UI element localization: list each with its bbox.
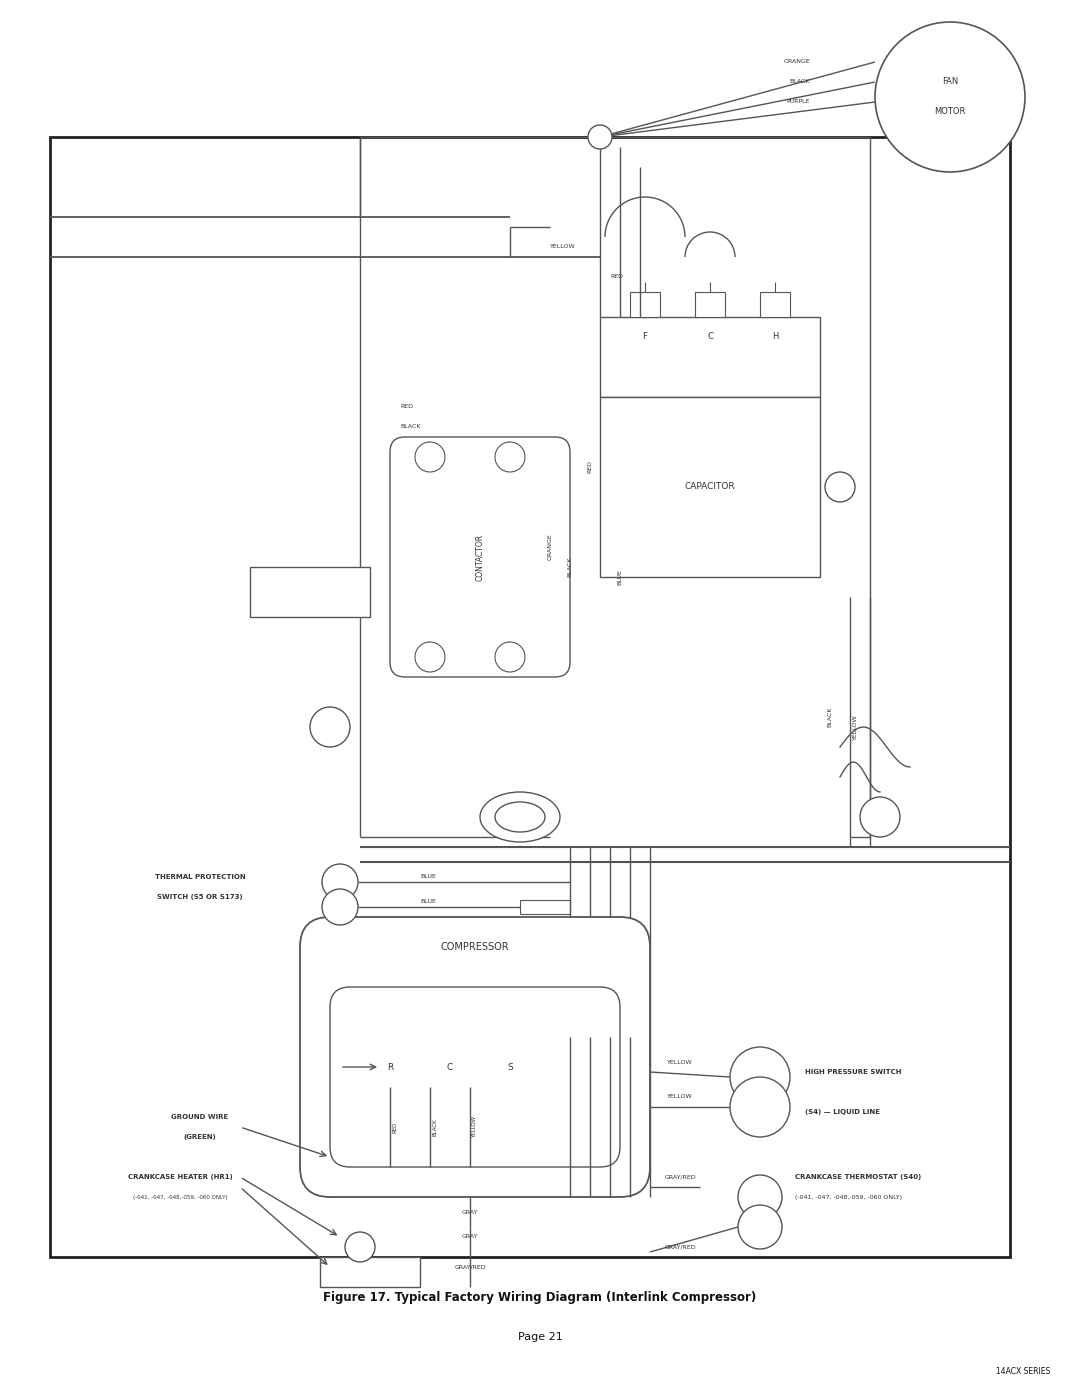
Circle shape bbox=[738, 1175, 782, 1220]
Text: BLACK: BLACK bbox=[827, 707, 833, 728]
Circle shape bbox=[415, 643, 445, 672]
Text: RED: RED bbox=[610, 274, 623, 279]
Bar bbox=[50, 137, 1010, 1257]
Text: GRAY: GRAY bbox=[462, 1210, 478, 1214]
FancyBboxPatch shape bbox=[300, 916, 650, 1197]
Text: Page 21: Page 21 bbox=[517, 1331, 563, 1343]
Text: ORANGE: ORANGE bbox=[548, 534, 553, 560]
Text: (-041, -047, -048,-059, -060 ONLY): (-041, -047, -048,-059, -060 ONLY) bbox=[133, 1194, 227, 1200]
Text: 14ACX SERIES: 14ACX SERIES bbox=[996, 1368, 1050, 1376]
Text: Figure 17. Typical Factory Wiring Diagram (Interlink Compressor): Figure 17. Typical Factory Wiring Diagra… bbox=[323, 1291, 757, 1303]
Text: BLUE: BLUE bbox=[420, 875, 436, 880]
Ellipse shape bbox=[480, 792, 561, 842]
Text: (S4) — LIQUID LINE: (S4) — LIQUID LINE bbox=[805, 1109, 880, 1115]
Text: RED: RED bbox=[392, 1122, 397, 1133]
Text: S: S bbox=[508, 1063, 513, 1071]
Bar bbox=[760, 292, 789, 317]
Circle shape bbox=[738, 1206, 782, 1249]
Text: BLUE: BLUE bbox=[618, 569, 622, 585]
Bar bbox=[519, 900, 570, 914]
Ellipse shape bbox=[495, 802, 545, 833]
Text: YELLOW: YELLOW bbox=[550, 244, 576, 250]
Bar bbox=[696, 292, 725, 317]
Text: (-041, -047, -048,-059, -060 ONLY): (-041, -047, -048,-059, -060 ONLY) bbox=[795, 1194, 902, 1200]
Circle shape bbox=[860, 798, 900, 837]
Text: BLUE: BLUE bbox=[420, 900, 436, 904]
Circle shape bbox=[588, 124, 612, 149]
Bar bbox=[630, 292, 660, 317]
Bar bbox=[600, 317, 820, 397]
Circle shape bbox=[345, 1232, 375, 1261]
Text: C: C bbox=[447, 1063, 454, 1071]
Text: MOTOR: MOTOR bbox=[934, 108, 966, 116]
FancyBboxPatch shape bbox=[330, 988, 620, 1166]
Text: THERMAL PROTECTION: THERMAL PROTECTION bbox=[154, 875, 245, 880]
Text: BLACK: BLACK bbox=[432, 1118, 437, 1136]
Circle shape bbox=[495, 643, 525, 672]
Text: BLACK: BLACK bbox=[400, 425, 420, 429]
Text: GRAY/RED: GRAY/RED bbox=[455, 1264, 486, 1270]
Text: RED: RED bbox=[400, 405, 413, 409]
Text: CAPACITOR: CAPACITOR bbox=[685, 482, 735, 492]
Text: COMPRESSOR: COMPRESSOR bbox=[441, 942, 510, 951]
Circle shape bbox=[415, 441, 445, 472]
Text: H: H bbox=[772, 332, 779, 341]
Text: (GREEN): (GREEN) bbox=[184, 1134, 216, 1140]
Text: YELLOW: YELLOW bbox=[667, 1094, 692, 1099]
Text: CRANKCASE HEATER (HR1): CRANKCASE HEATER (HR1) bbox=[127, 1173, 232, 1180]
Text: BLACK: BLACK bbox=[789, 80, 810, 84]
Text: FAN: FAN bbox=[942, 77, 958, 87]
Circle shape bbox=[730, 1077, 789, 1137]
Circle shape bbox=[322, 863, 357, 900]
Circle shape bbox=[495, 441, 525, 472]
Text: HIGH PRESSURE SWITCH: HIGH PRESSURE SWITCH bbox=[805, 1069, 902, 1076]
Bar bbox=[320, 1257, 420, 1287]
Circle shape bbox=[730, 1046, 789, 1106]
Text: YELLOW: YELLOW bbox=[473, 1116, 477, 1139]
Bar bbox=[600, 397, 820, 577]
Text: SWITCH (S5 OR S173): SWITCH (S5 OR S173) bbox=[158, 894, 243, 900]
Text: CONTACTOR: CONTACTOR bbox=[475, 534, 485, 581]
Text: GRAY: GRAY bbox=[462, 1235, 478, 1239]
Text: CRANKCASE THERMOSTAT (S40): CRANKCASE THERMOSTAT (S40) bbox=[795, 1173, 921, 1180]
Text: GROUND WIRE: GROUND WIRE bbox=[172, 1113, 229, 1120]
Bar bbox=[249, 567, 370, 617]
Circle shape bbox=[875, 22, 1025, 172]
Circle shape bbox=[825, 472, 855, 502]
Text: F: F bbox=[643, 332, 647, 341]
Text: GRAY/RED: GRAY/RED bbox=[664, 1175, 696, 1179]
Text: R: R bbox=[387, 1063, 393, 1071]
Text: YELLOW: YELLOW bbox=[667, 1059, 692, 1065]
Circle shape bbox=[322, 888, 357, 925]
Text: BLACK: BLACK bbox=[567, 557, 572, 577]
Text: RED: RED bbox=[588, 461, 593, 474]
Text: GRAY/RED: GRAY/RED bbox=[664, 1245, 696, 1249]
Circle shape bbox=[310, 707, 350, 747]
Text: ORANGE: ORANGE bbox=[783, 60, 810, 64]
FancyBboxPatch shape bbox=[390, 437, 570, 678]
Text: C: C bbox=[707, 332, 713, 341]
Text: YELLOW: YELLOW bbox=[852, 714, 858, 740]
Text: PURPLE: PURPLE bbox=[786, 99, 810, 105]
